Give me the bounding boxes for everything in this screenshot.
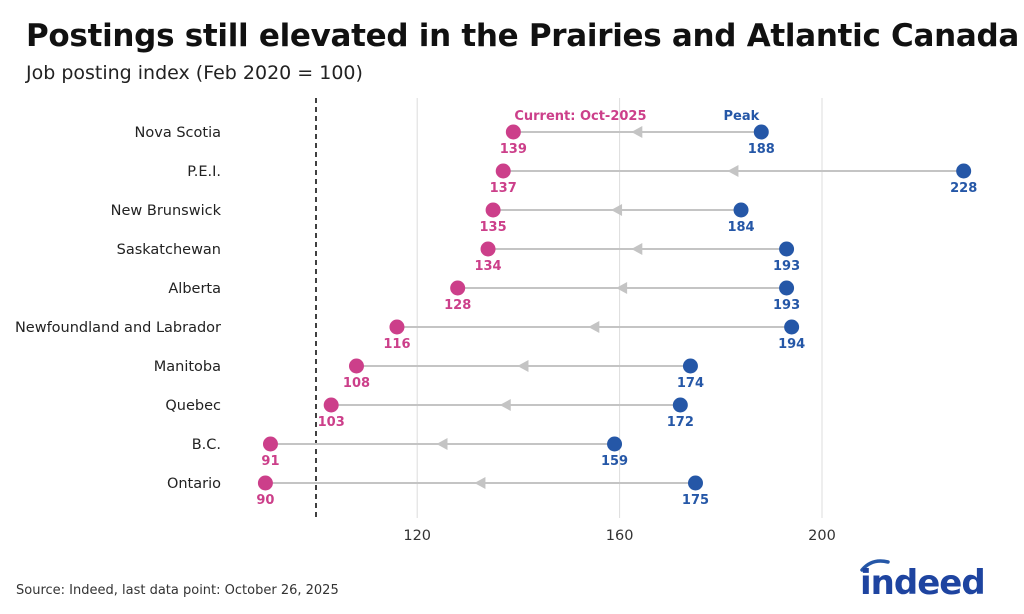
source-note: Source: Indeed, last data point: October…	[16, 583, 339, 598]
peak-point	[779, 280, 795, 296]
peak-value-label: 193	[773, 298, 800, 313]
current-point	[323, 397, 339, 413]
chart-title: Postings still elevated in the Prairies …	[26, 18, 1019, 54]
direction-arrow	[727, 165, 739, 177]
peak-value-label: 194	[778, 337, 805, 352]
direction-arrow	[631, 126, 643, 138]
chart-subtitle: Job posting index (Feb 2020 = 100)	[26, 62, 363, 84]
direction-arrow	[517, 360, 529, 372]
current-point	[257, 475, 273, 491]
current-value-label: 134	[474, 259, 501, 274]
peak-value-label: 159	[601, 454, 628, 469]
row-label: Nova Scotia	[135, 125, 221, 141]
peak-value-label: 175	[682, 493, 709, 508]
legend-peak: Peak	[724, 109, 760, 124]
row-label: Saskatchewan	[117, 242, 221, 258]
row-label: P.E.I.	[187, 164, 221, 180]
peak-point	[733, 202, 749, 218]
peak-value-label: 228	[950, 181, 977, 196]
direction-arrow	[631, 243, 643, 255]
peak-point	[672, 397, 688, 413]
indeed-logo: indeed	[860, 556, 1000, 604]
current-point	[389, 319, 405, 335]
current-value-label: 116	[383, 337, 410, 352]
svg-text:indeed: indeed	[860, 563, 985, 600]
current-point	[262, 436, 278, 452]
direction-arrow	[616, 282, 628, 294]
current-point	[485, 202, 501, 218]
current-value-label: 139	[500, 142, 527, 157]
row-label: B.C.	[192, 437, 221, 453]
direction-arrow	[499, 399, 511, 411]
peak-point	[607, 436, 623, 452]
peak-value-label: 188	[748, 142, 775, 157]
current-value-label: 137	[490, 181, 517, 196]
row-label: Quebec	[165, 398, 221, 414]
current-point	[495, 163, 511, 179]
row-label: New Brunswick	[111, 203, 222, 219]
x-tick-label: 120	[403, 528, 431, 544]
current-value-label: 90	[256, 493, 274, 508]
current-point	[348, 358, 364, 374]
current-value-label: 91	[261, 454, 279, 469]
row-label: Ontario	[167, 476, 221, 492]
peak-point	[956, 163, 972, 179]
current-point	[480, 241, 496, 257]
peak-point	[784, 319, 800, 335]
row-label: Alberta	[168, 281, 221, 297]
peak-point	[753, 124, 769, 140]
peak-value-label: 184	[727, 220, 754, 235]
legend-current: Current: Oct-2025	[514, 109, 646, 124]
direction-arrow	[611, 204, 623, 216]
direction-arrow	[474, 477, 486, 489]
peak-point	[688, 475, 703, 491]
direction-arrow	[588, 321, 600, 333]
current-value-label: 103	[318, 415, 345, 430]
row-label: Manitoba	[154, 359, 221, 375]
peak-point	[682, 358, 698, 374]
x-tick-label: 200	[808, 528, 836, 544]
x-tick-label: 160	[606, 528, 634, 544]
peak-value-label: 174	[677, 376, 704, 391]
current-value-label: 128	[444, 298, 471, 313]
peak-value-label: 172	[667, 415, 694, 430]
current-value-label: 135	[480, 220, 507, 235]
current-value-label: 108	[343, 376, 370, 391]
peak-value-label: 193	[773, 259, 800, 274]
current-point	[450, 280, 466, 296]
direction-arrow	[436, 438, 448, 450]
current-point	[505, 124, 521, 140]
row-label: Newfoundland and Labrador	[15, 320, 221, 336]
peak-point	[779, 241, 795, 257]
